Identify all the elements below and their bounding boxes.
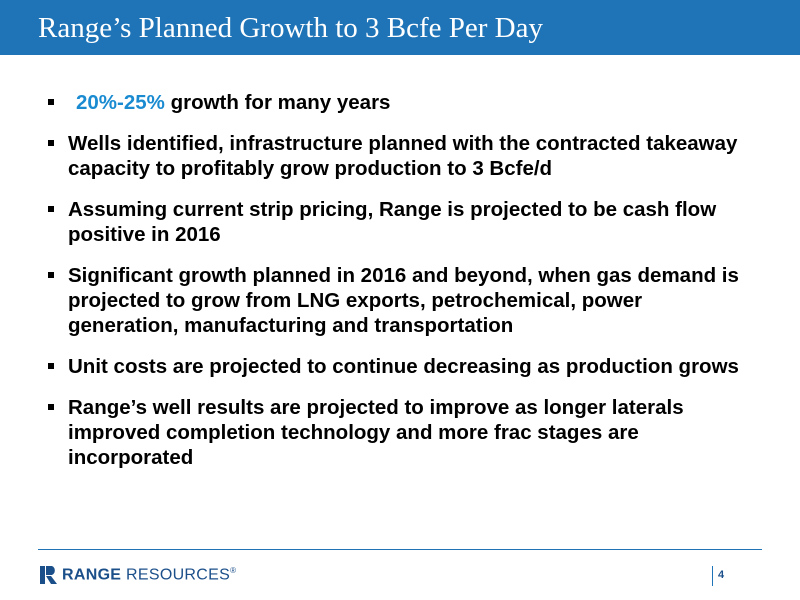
bullet-text: Unit costs are projected to continue dec…	[68, 355, 739, 378]
bullet-text: growth for many years	[164, 91, 391, 114]
square-bullet-icon	[48, 363, 54, 369]
bullet-text: Range’s well results are projected to im…	[68, 396, 684, 469]
range-logo-icon	[40, 566, 57, 584]
bullet-text: Wells identified, infrastructure planned…	[68, 132, 738, 180]
bullet-text: Assuming current strip pricing, Range is…	[68, 198, 717, 246]
page-number: 4	[718, 569, 725, 581]
square-bullet-icon	[48, 206, 54, 212]
logo-wordmark: RANGE RESOURCES®	[62, 565, 237, 584]
square-bullet-icon	[48, 272, 54, 278]
bullet-item: Significant growth planned in 2016 and b…	[48, 263, 748, 338]
square-bullet-icon	[48, 140, 54, 146]
page-number-divider	[712, 566, 713, 586]
footer-divider	[38, 549, 762, 550]
square-bullet-icon	[48, 99, 54, 105]
title-bar: Range’s Planned Growth to 3 Bcfe Per Day	[0, 0, 800, 55]
bullet-list: 20%-25% growth for many years Wells iden…	[48, 90, 748, 486]
bullet-text: Significant growth planned in 2016 and b…	[68, 264, 739, 337]
square-bullet-icon	[48, 404, 54, 410]
bullet-item: Range’s well results are projected to im…	[48, 395, 748, 470]
bullet-item: Unit costs are projected to continue dec…	[48, 354, 748, 379]
bullet-item: 20%-25% growth for many years	[48, 90, 748, 115]
growth-rate-highlight: 20%-25%	[76, 91, 165, 114]
bullet-item: Assuming current strip pricing, Range is…	[48, 197, 748, 247]
company-logo: RANGE RESOURCES®	[40, 565, 236, 585]
slide-title: Range’s Planned Growth to 3 Bcfe Per Day	[38, 12, 543, 44]
bullet-item: Wells identified, infrastructure planned…	[48, 131, 748, 181]
